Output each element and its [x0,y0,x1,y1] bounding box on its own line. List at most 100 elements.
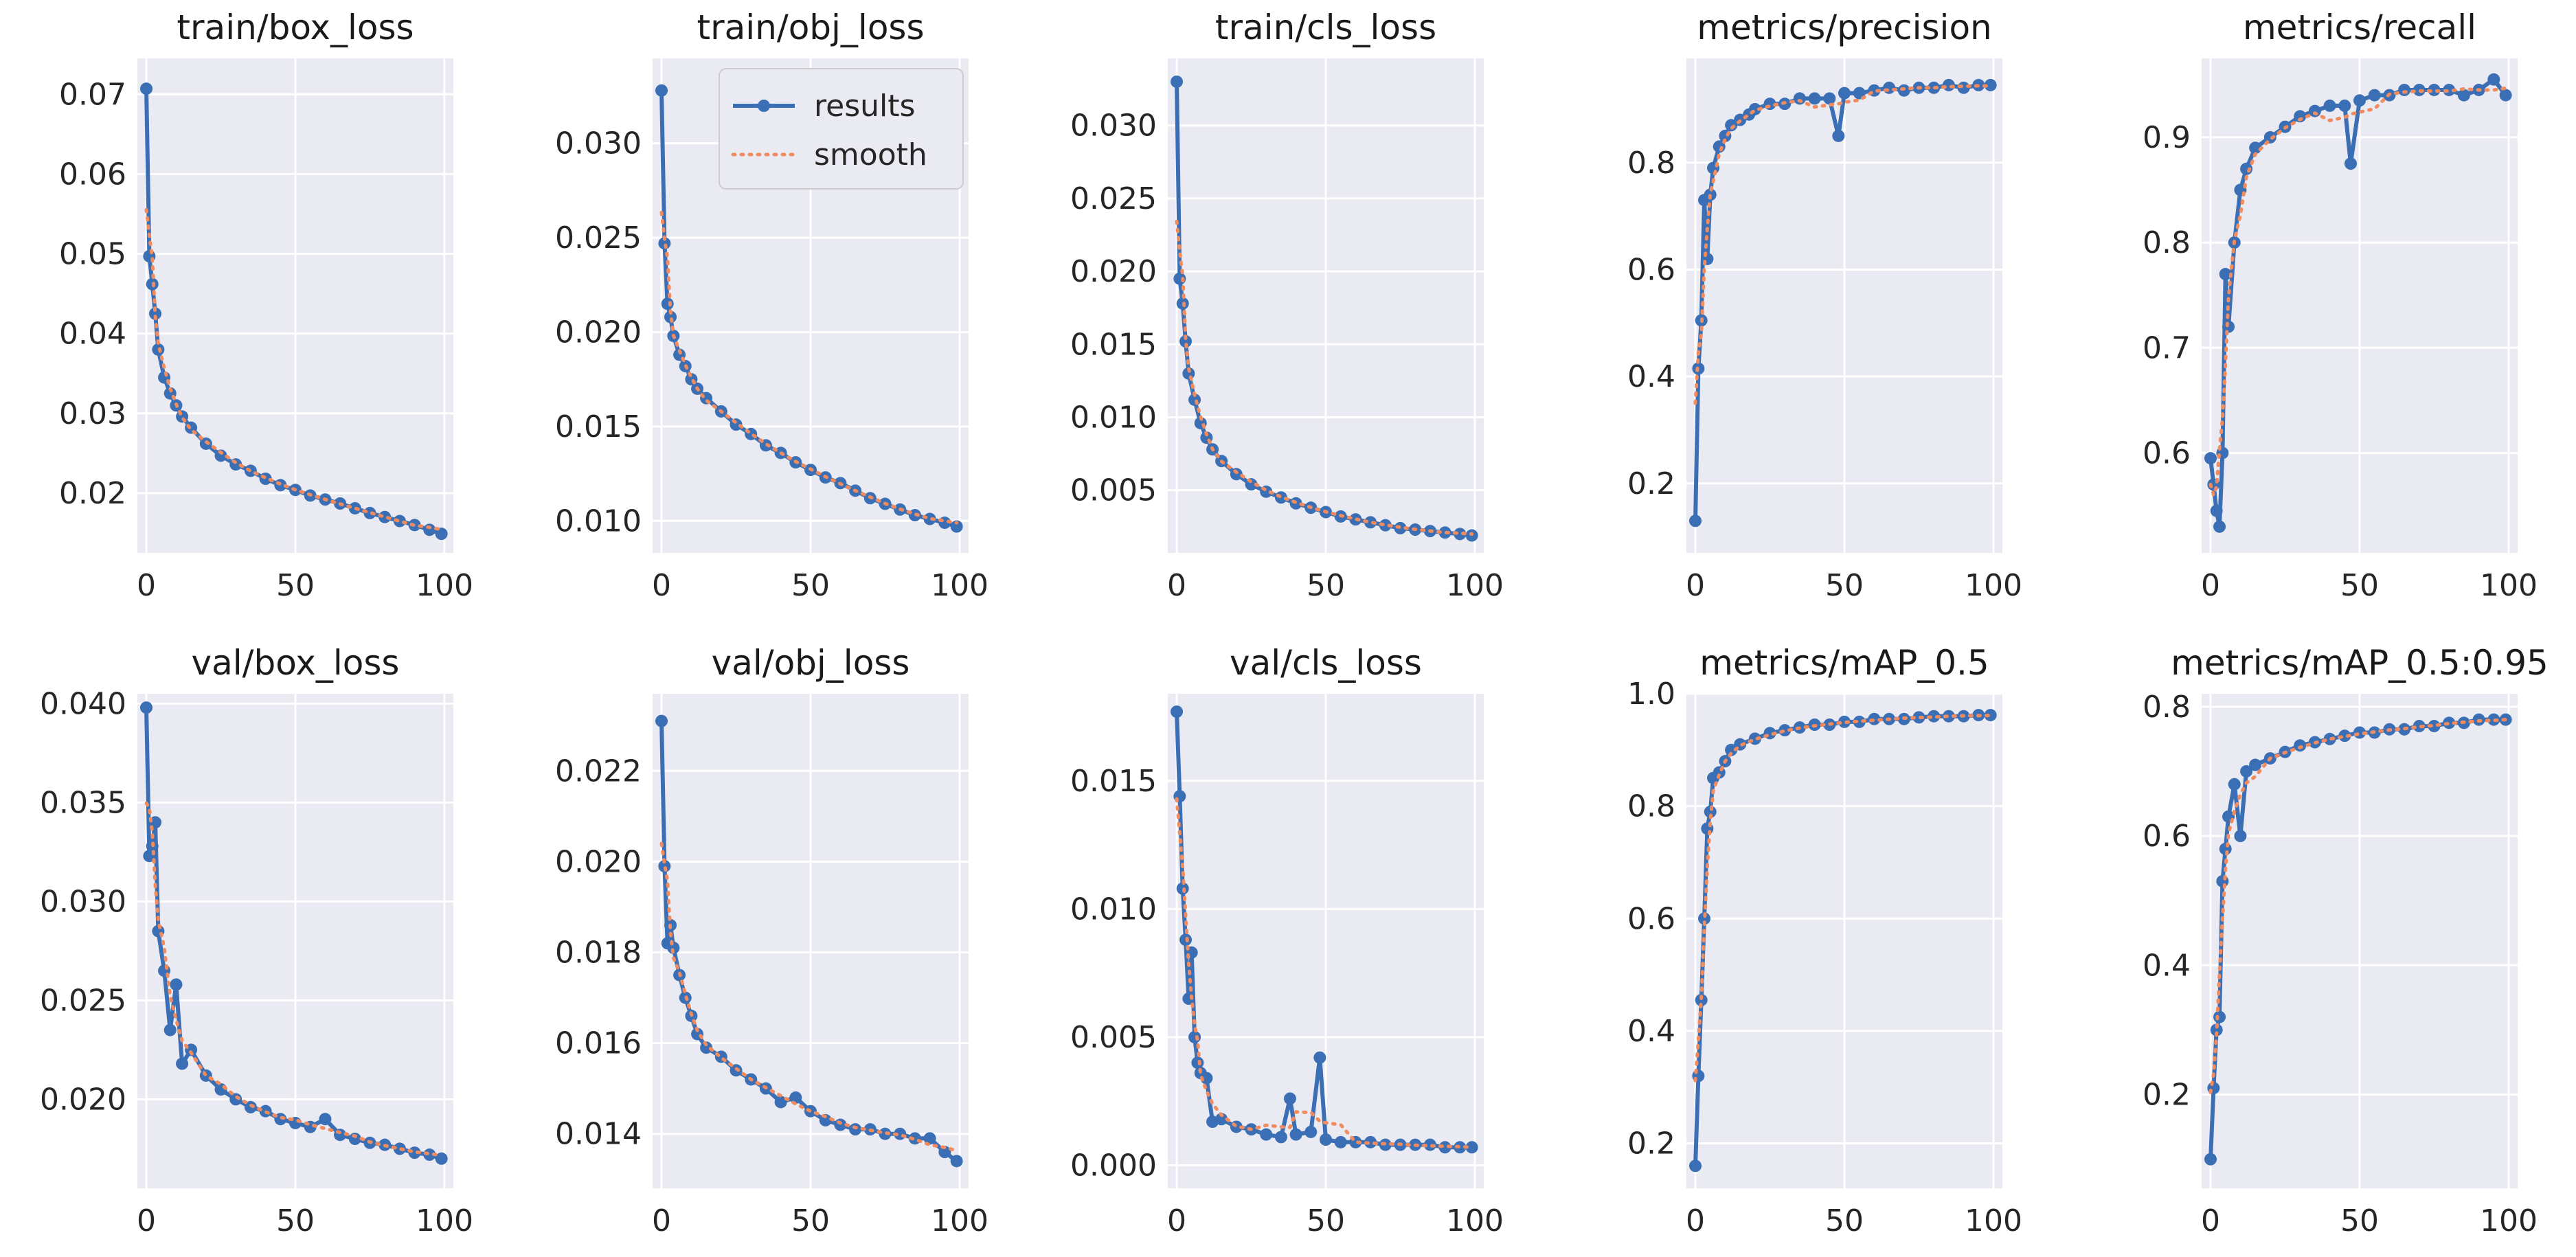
subplot-val-box-loss: 0 50 100 0.020 0.025 0.030 0.035 0.040 val/box_l… [40,643,473,1238]
results-point [1793,92,1806,105]
smooth-line [2208,86,2508,501]
x-tick-label: 50 [276,1203,315,1238]
results-point [2219,268,2232,281]
x-tick-label: 50 [276,568,315,603]
results-point [700,1041,713,1054]
results-point [1179,335,1193,348]
subplot-metrics-map-0-5-0-95: 0 50 100 0.2 0.4 0.6 0.8 metrics/mAP_0.5:0.95 [2143,643,2549,1238]
y-tick-label: 0.4 [2143,948,2191,983]
results-point [423,523,436,536]
smooth-line [1175,797,1474,1149]
results-point [1853,715,1866,728]
y-tick-label: 0.005 [1070,1020,1157,1055]
x-tick-label: 50 [2340,1203,2379,1238]
y-tick-label: 0.030 [1070,109,1157,144]
y-tick-label: 0.05 [59,237,126,272]
y-tick-label: 0.4 [1627,1014,1675,1049]
results-point [229,1093,242,1106]
results-point [1364,516,1377,529]
results-point [319,1113,332,1126]
results-point [2338,729,2351,743]
x-tick-label: 0 [1167,568,1186,603]
results-point [1313,1051,1326,1064]
results-point [244,1100,257,1113]
results-point [1838,87,1851,100]
results-point [1928,710,1941,723]
y-tick-label: 0.040 [40,686,126,721]
results-point [950,1155,963,1168]
y-tick-label: 0.025 [555,220,642,256]
results-point [1808,92,1821,105]
results-point [140,701,153,714]
subplot-title: train/box_loss [177,8,414,47]
results-point [2353,94,2366,107]
x-tick-label: 0 [1686,568,1705,603]
x-tick-label: 100 [1965,568,2022,603]
results-point [1838,715,1851,728]
smooth-line [144,207,444,532]
results-point [2443,83,2456,96]
y-tick-label: 0.010 [555,503,642,539]
smooth-line [659,841,959,1153]
y-tick-label: 0.020 [555,844,642,879]
subplot-title: train/obj_loss [697,8,924,47]
results-point [2487,73,2500,86]
results-point [423,1148,436,1162]
subplot-title: metrics/recall [2243,8,2476,47]
legend-results-label: results [814,89,915,124]
results-point [1283,1092,1296,1105]
results-point [2234,830,2247,843]
results-point [1832,129,1845,142]
results-point [2249,141,2262,155]
results-point [1260,1128,1273,1141]
results-point [664,310,677,324]
y-tick-label: 0.06 [59,157,126,192]
results-point [1465,1141,1478,1154]
legend-box [719,68,964,190]
x-tick-label: 100 [2480,568,2538,603]
results-point [1438,1141,1451,1154]
legend-results-marker [758,100,770,112]
subplot-metrics-map-0-5: 0 50 100 0.2 0.4 0.6 0.8 1.0 metrics/mAP_0.5 [1627,643,2022,1238]
subplot-title: metrics/mAP_0.5:0.95 [2171,643,2549,683]
y-tick-label: 0.005 [1070,473,1157,508]
results-point [1289,1128,1302,1141]
y-tick-label: 0.2 [2143,1078,2191,1113]
results-point [1823,92,1836,105]
y-tick-label: 0.015 [555,409,642,444]
results-point [1230,468,1243,481]
results-point [849,1123,862,1136]
results-point [170,978,183,991]
results-point [789,1091,802,1104]
results-point [1304,1125,1318,1138]
x-tick-label: 50 [1307,1203,1345,1238]
x-tick-label: 100 [931,568,988,603]
results-point [2213,1010,2226,1023]
x-tick-label: 0 [2201,568,2220,603]
results-point [1984,709,1997,722]
results-point [2240,765,2253,778]
subplot-title: val/obj_loss [712,643,910,683]
results-point [1984,78,1997,91]
y-tick-label: 0.4 [1627,359,1675,394]
y-tick-label: 0.015 [1070,327,1157,362]
results-point [2204,1153,2217,1166]
results-point [1364,1135,1377,1148]
results-point [661,297,674,310]
results-point [1171,75,1184,88]
y-tick-label: 0.014 [555,1117,642,1152]
x-tick-label: 0 [137,1203,156,1238]
smooth-line [1693,714,1993,1083]
results-point [2294,110,2307,123]
subplot-val-cls-loss: 0 50 100 0.000 0.005 0.010 0.015 val/cls_loss [1070,643,1504,1238]
results-point [1698,912,1711,925]
results-point [774,1096,787,1109]
results-point [2323,99,2336,112]
y-tick-label: 0.015 [1070,764,1157,799]
results-point [1215,1113,1228,1126]
y-tick-label: 0.6 [2143,435,2191,471]
y-tick-label: 0.02 [59,476,126,511]
results-point [1883,81,1896,94]
subplot-title: train/cls_loss [1215,8,1436,47]
y-tick-label: 0.020 [40,1082,126,1117]
